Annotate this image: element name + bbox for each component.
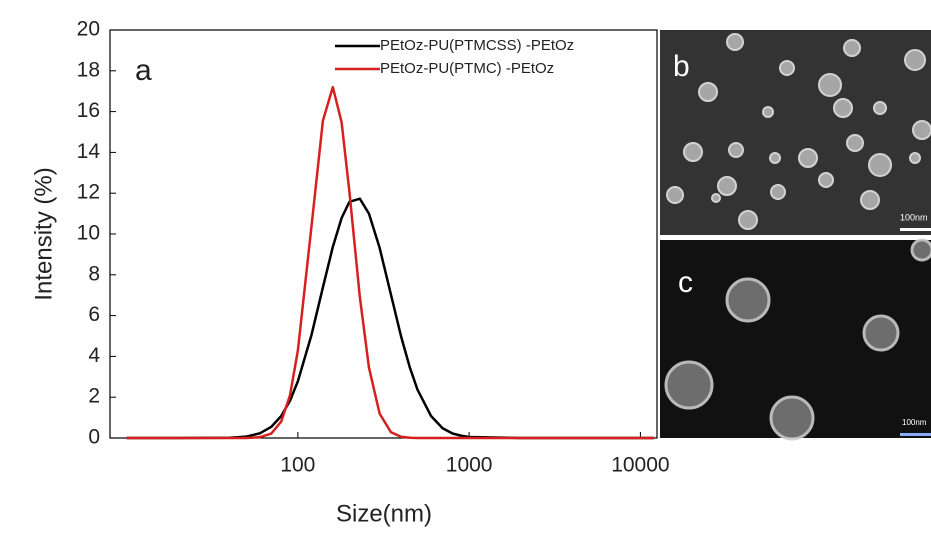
y-tick-label: 14	[77, 140, 101, 163]
image-label: c	[678, 266, 693, 299]
y-tick-label: 12	[77, 181, 100, 204]
image-c: c 100nm	[660, 238, 931, 441]
x-axis-title: Size(nm)	[336, 500, 432, 527]
y-tick-label: 20	[77, 18, 100, 41]
y-tick-label: 6	[88, 303, 100, 326]
y-tick-label: 18	[77, 58, 100, 81]
image-label: b	[673, 50, 690, 83]
legend-label: PEtOz-PU(PTMCSS) -PEtOz	[380, 37, 574, 54]
image-b: b 100nm	[660, 30, 931, 235]
y-tick-label: 0	[88, 426, 100, 449]
scale-label: 100nm	[900, 212, 928, 222]
x-tick-label: 10000	[611, 454, 669, 477]
legend-label: PEtOz-PU(PTMC) -PEtOz	[380, 60, 554, 77]
y-tick-label: 4	[88, 344, 100, 367]
scale-label: 100nm	[902, 418, 927, 427]
y-tick-label: 8	[88, 262, 100, 285]
micrograph-b	[660, 30, 931, 235]
series-line	[126, 85, 654, 440]
panel-label: a	[135, 54, 152, 87]
plot-frame	[109, 29, 658, 439]
scale-bar	[900, 433, 931, 436]
x-tick-label: 1000	[446, 454, 493, 477]
y-tick-label: 10	[77, 222, 100, 245]
y-axis-title: Intensity (%)	[30, 167, 57, 300]
scale-bar	[900, 228, 931, 231]
x-tick-label: 100	[280, 454, 315, 477]
y-tick-label: 16	[77, 99, 100, 122]
y-tick-label: 2	[88, 385, 100, 408]
series-line	[126, 197, 654, 440]
